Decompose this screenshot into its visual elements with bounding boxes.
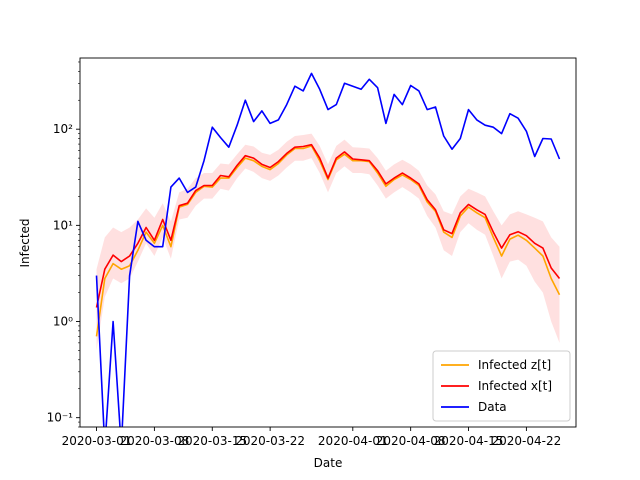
series-layer — [95, 72, 561, 427]
y-tick-label: 10⁰ — [53, 315, 73, 329]
legend-label: Infected z[t] — [478, 358, 551, 372]
plot-frame — [79, 57, 577, 428]
axes-layer: 2020-03-012020-03-082020-03-152020-03-22… — [47, 57, 577, 448]
legend-label: Infected x[t] — [478, 379, 552, 393]
x-tick-label: 2020-04-01 — [318, 434, 388, 448]
series-line-infected-x-t — [95, 143, 561, 308]
x-tick-label: 2020-03-08 — [120, 434, 190, 448]
x-tick-label: 2020-03-01 — [62, 434, 132, 448]
confidence-band — [96, 133, 560, 351]
x-tick-label: 2020-04-08 — [376, 434, 446, 448]
confidence-band-layer — [96, 133, 560, 351]
y-tick-label: 10⁻¹ — [47, 411, 74, 425]
x-tick-label: 2020-03-22 — [235, 434, 305, 448]
series-line-data — [95, 72, 561, 427]
series-line-infected-z-t — [95, 145, 561, 337]
legend-box — [432, 350, 571, 422]
x-tick-label: 2020-04-22 — [492, 434, 562, 448]
y-tick-label: 10² — [53, 122, 73, 136]
legend-label: Data — [478, 400, 507, 414]
x-axis-label: Date — [314, 456, 343, 470]
y-tick-label: 10¹ — [53, 218, 73, 232]
x-tick-label: 2020-04-15 — [434, 434, 504, 448]
legend: Infected z[t] Infected x[t] Data — [432, 350, 571, 422]
y-axis-label: Infected — [18, 218, 32, 267]
x-tick-label: 2020-03-15 — [177, 434, 247, 448]
